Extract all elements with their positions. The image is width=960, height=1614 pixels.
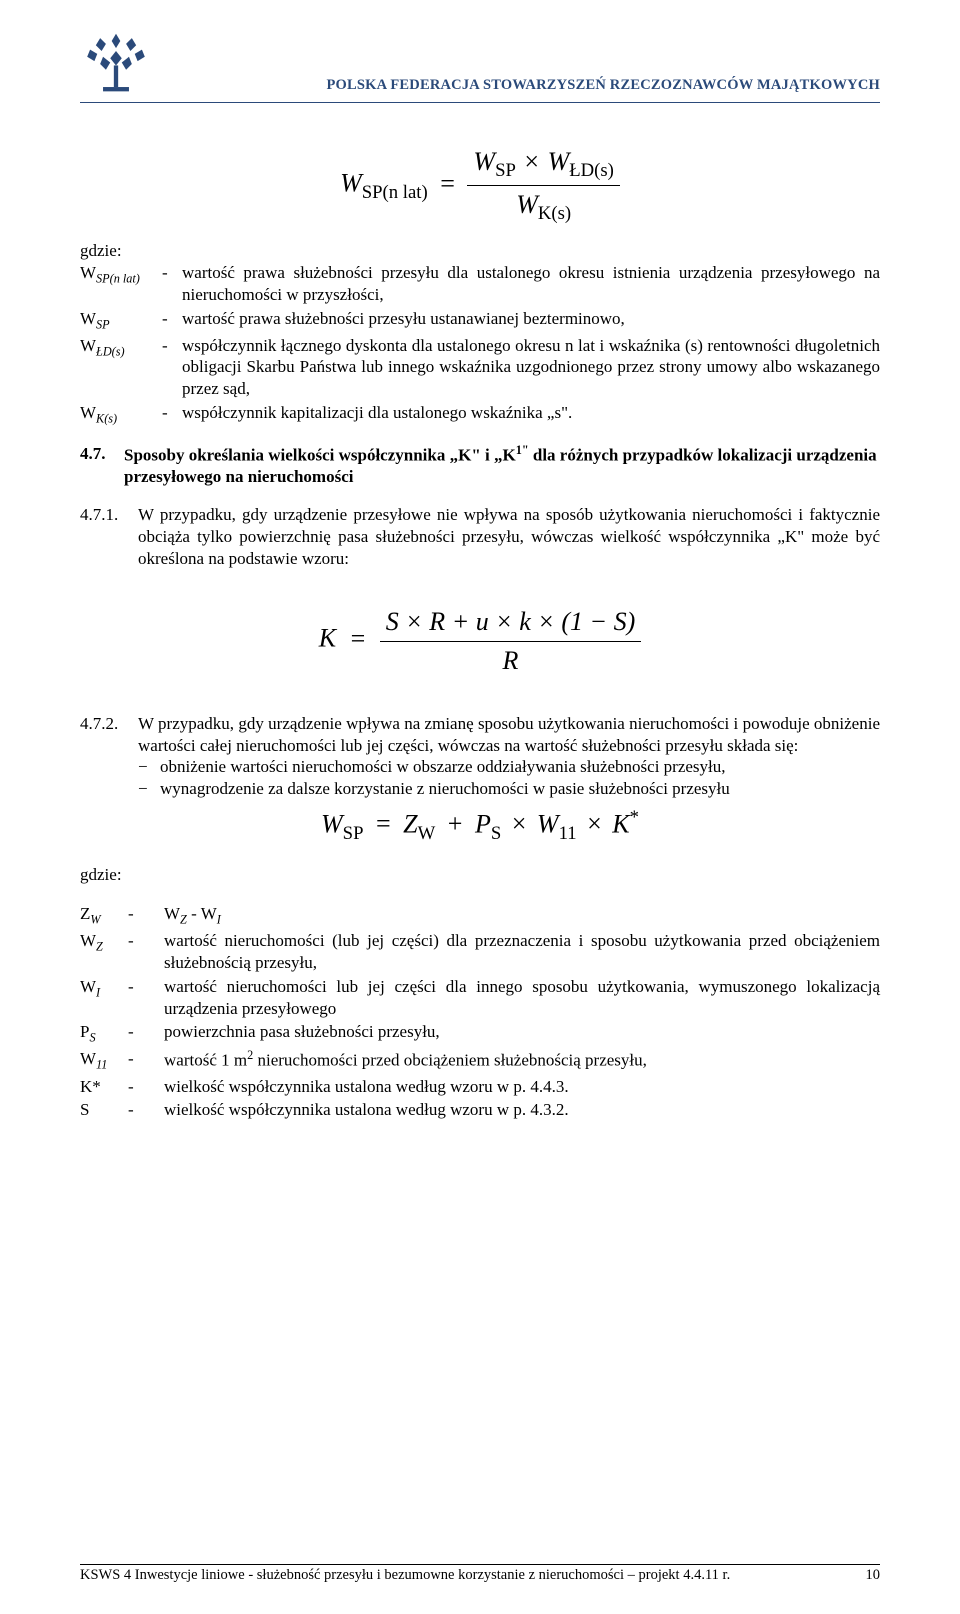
header-row: POLSKA FEDERACJA STOWARZYSZEŃ RZECZOZNAW… xyxy=(80,28,880,100)
header-underline xyxy=(80,102,880,103)
fw-t3: W xyxy=(537,809,559,838)
def2-sep-3: - xyxy=(128,1021,162,1046)
fk-den: R xyxy=(503,646,519,675)
bullet-text-1: wynagrodzenie za dalsze korzystanie z ni… xyxy=(160,778,880,800)
definitions-list-2: ZW-WZ - WIWZ-wartość nieruchomości (lub … xyxy=(80,903,880,1121)
fw-t3-sub: 11 xyxy=(559,823,577,844)
def1-term-1: WSP xyxy=(80,308,160,333)
section-4-7-1-text: W przypadku, gdy urządzenie przesyłowe n… xyxy=(138,504,880,569)
def2-term-0: ZW xyxy=(80,903,126,928)
def2-desc-3: powierzchnia pasa służebności przesyłu, xyxy=(164,1021,880,1046)
def2-sep-5: - xyxy=(128,1076,162,1098)
def2-desc-2: wartość nieruchomości lub jej części dla… xyxy=(164,976,880,1020)
fw-lhs: W xyxy=(321,809,343,838)
def2-sep-1: - xyxy=(128,930,162,974)
formula-k: K = S × R + u × k × (1 − S) R xyxy=(80,605,880,677)
def1-term-3: WK(s) xyxy=(80,402,160,427)
f1-numb-sub: ŁD(s) xyxy=(569,160,614,181)
def1-sep-0: - xyxy=(162,262,180,306)
def1-sep-1: - xyxy=(162,308,180,333)
def2-desc-1: wartość nieruchomości (lub jej części) d… xyxy=(164,930,880,974)
fw-t2-sub: S xyxy=(491,823,501,844)
fw-times2: × xyxy=(583,809,606,838)
fw-t4: K xyxy=(612,809,629,838)
def2-term-4: W11 xyxy=(80,1048,126,1073)
section-4-7-2-body: W przypadku, gdy urządzenie wpływa na zm… xyxy=(138,713,880,800)
bullet-0: −obniżenie wartości nieruchomości w obsz… xyxy=(138,756,880,778)
section-4-7-text: Sposoby określania wielkości współczynni… xyxy=(124,443,880,488)
fw-times1: × xyxy=(508,809,531,838)
f1-times: × xyxy=(522,147,541,176)
fw-eq: = xyxy=(370,809,397,838)
f1-fraction: WSP × WŁD(s) WK(s) xyxy=(467,145,620,226)
def2-term-2: WI xyxy=(80,976,126,1020)
footer-left: KSWS 4 Inwestycje liniowe - służebność p… xyxy=(80,1567,730,1584)
bullets-list: −obniżenie wartości nieruchomości w obsz… xyxy=(138,756,880,800)
f1-numb: W xyxy=(548,147,570,176)
section-4-7-2: 4.7.2. W przypadku, gdy urządzenie wpływ… xyxy=(80,713,880,800)
fw-t1-sub: W xyxy=(418,823,436,844)
section-4-7-num: 4.7. xyxy=(80,443,124,488)
def2-sep-2: - xyxy=(128,976,162,1020)
fw-t2: P xyxy=(475,809,491,838)
content-body: WSP(n lat) = WSP × WŁD(s) WK(s) gdzie: W… xyxy=(80,145,880,1121)
def2-desc-6: wielkość współczynnika ustalona według w… xyxy=(164,1099,880,1121)
f1-lhs-sub: SP(n lat) xyxy=(362,182,428,203)
fw-plus: + xyxy=(442,809,469,838)
formula-wsp-nlat: WSP(n lat) = WSP × WŁD(s) WK(s) xyxy=(80,145,880,226)
section-4-7: 4.7. Sposoby określania wielkości współc… xyxy=(80,443,880,488)
def2-desc-5: wielkość współczynnika ustalona według w… xyxy=(164,1076,880,1098)
f1-numa: W xyxy=(473,147,495,176)
def2-desc-4: wartość 1 m2 nieruchomości przed obciąże… xyxy=(164,1048,880,1073)
f1-lhs: W xyxy=(340,169,362,198)
def1-sep-3: - xyxy=(162,402,180,427)
formula-wsp: WSP = ZW + PS × W11 × K* xyxy=(80,806,880,846)
f1-den-sub: K(s) xyxy=(538,203,571,224)
def1-desc-1: wartość prawa służebności przesyłu ustan… xyxy=(182,308,880,333)
def2-term-6: S xyxy=(80,1099,126,1121)
bullet-dash-0: − xyxy=(138,756,160,778)
def1-sep-2: - xyxy=(162,335,180,400)
fk-eq: = xyxy=(343,624,374,653)
fw-t1: Z xyxy=(403,809,417,838)
header-title: POLSKA FEDERACJA STOWARZYSZEŃ RZECZOZNAW… xyxy=(152,77,880,100)
f1-eq: = xyxy=(434,169,461,198)
section-4-7-2-num: 4.7.2. xyxy=(80,713,138,800)
fw-lhs-sub: SP xyxy=(343,823,364,844)
bullet-1: −wynagrodzenie za dalsze korzystanie z n… xyxy=(138,778,880,800)
def1-desc-3: współczynnik kapitalizacji dla ustaloneg… xyxy=(182,402,880,427)
def2-term-3: PS xyxy=(80,1021,126,1046)
def1-desc-0: wartość prawa służebności przesyłu dla u… xyxy=(182,262,880,306)
section-4-7-1: 4.7.1. W przypadku, gdy urządzenie przes… xyxy=(80,504,880,569)
gdzie-label-2: gdzie: xyxy=(80,864,880,886)
def1-term-2: WŁD(s) xyxy=(80,335,160,400)
def1-desc-2: współczynnik łącznego dyskonta dla ustal… xyxy=(182,335,880,400)
def1-term-0: WSP(n lat) xyxy=(80,262,160,306)
definitions-list-1: WSP(n lat)-wartość prawa służebności prz… xyxy=(80,262,880,427)
f1-numa-sub: SP xyxy=(495,160,516,181)
def2-sep-4: - xyxy=(128,1048,162,1073)
bullet-text-0: obniżenie wartości nieruchomości w obsza… xyxy=(160,756,880,778)
bullet-dash-1: − xyxy=(138,778,160,800)
footer: KSWS 4 Inwestycje liniowe - służebność p… xyxy=(80,1564,880,1584)
def2-term-1: WZ xyxy=(80,930,126,974)
def2-sep-6: - xyxy=(128,1099,162,1121)
fw-t4-sup: * xyxy=(630,807,639,828)
fk-lhs: K xyxy=(319,624,336,653)
def2-term-5: K* xyxy=(80,1076,126,1098)
section-4-7-1-num: 4.7.1. xyxy=(80,504,138,569)
def2-desc-0: WZ - WI xyxy=(164,903,880,928)
f1-den: W xyxy=(516,190,538,219)
section-4-7-2-text: W przypadku, gdy urządzenie wpływa na zm… xyxy=(138,713,880,757)
gdzie-label-1: gdzie: xyxy=(80,240,880,262)
footer-page-number: 10 xyxy=(866,1567,881,1584)
logo-icon xyxy=(80,28,152,100)
fk-num: S × R + u × k × (1 − S) xyxy=(386,607,635,636)
fk-fraction: S × R + u × k × (1 − S) R xyxy=(380,605,641,677)
def2-sep-0: - xyxy=(128,903,162,928)
page: POLSKA FEDERACJA STOWARZYSZEŃ RZECZOZNAW… xyxy=(0,0,960,1614)
